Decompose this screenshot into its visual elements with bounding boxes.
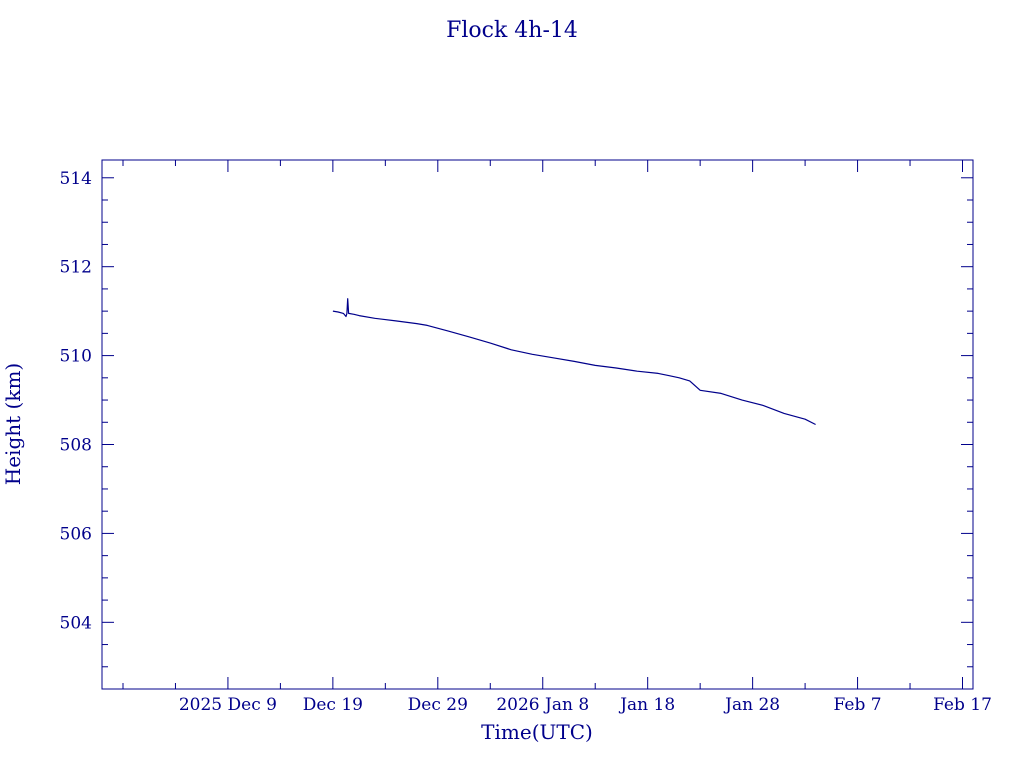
x-tick-label: Jan 28 [723, 695, 780, 715]
x-tick-label: 2025 Dec 9 [179, 695, 277, 715]
x-tick-label: 2026 Jan 8 [496, 695, 589, 715]
x-tick-label: Feb 7 [834, 695, 882, 715]
y-tick-label: 506 [60, 524, 92, 544]
x-tick-label: Dec 19 [303, 695, 363, 715]
y-axis-label: Height (km) [1, 363, 25, 485]
x-tick-label: Dec 29 [408, 695, 468, 715]
x-axis-ticks: 2025 Dec 9 Dec 19 Dec 29 2026 Jan 8 Jan 18 Ja… [122, 160, 992, 715]
y-tick-label: 504 [60, 613, 92, 633]
y-tick-label: 514 [60, 169, 92, 189]
data-series [332, 298, 816, 426]
y-tick-label: 510 [60, 347, 92, 367]
y-tick-label: 508 [60, 436, 92, 456]
x-axis-label: Time(UTC) [481, 720, 593, 744]
series-line [332, 298, 816, 426]
y-tick-label: 512 [60, 258, 92, 278]
y-axis-ticks: 504 506 508 510 512 514 [60, 169, 973, 690]
plot-frame [101, 159, 974, 690]
x-tick-label: Feb 17 [933, 695, 992, 715]
chart-title: Flock 4h-14 [446, 18, 578, 43]
x-tick-label: Jan 18 [618, 695, 675, 715]
